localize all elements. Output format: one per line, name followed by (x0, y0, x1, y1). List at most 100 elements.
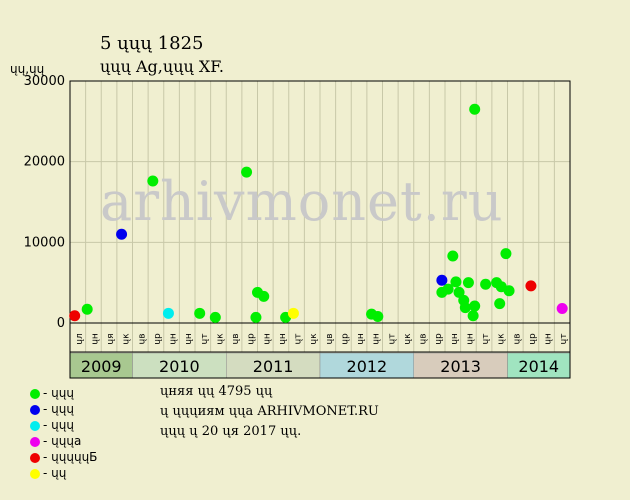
data-point (462, 277, 474, 289)
x-tick-label: ųр (528, 333, 538, 345)
x-tick-label: ųн (372, 333, 382, 345)
data-point (372, 311, 384, 323)
data-point (447, 250, 459, 262)
x-tick-label: ųр (340, 333, 350, 345)
note-source: ų ųųųиям ųųа ARHIVMONET.RU (160, 404, 379, 419)
legend-label: - ųųųа (43, 434, 82, 448)
legend-item: - ųųų (30, 386, 74, 400)
legend-label: - ųųų (43, 386, 74, 400)
legend-item: - ųųųа (30, 434, 81, 448)
x-tick-label: ųк (215, 333, 225, 345)
x-tick-label: ųк (403, 333, 413, 345)
x-tick-label: ųк (122, 333, 132, 345)
x-tick-label: ųл (75, 333, 85, 344)
legend-label: - ųųųųųБ (43, 450, 98, 464)
legend-swatch (30, 436, 40, 447)
x-tick-label: ųн (450, 333, 460, 345)
legend-swatch (30, 388, 40, 399)
legend-item: - ųųųųųБ (30, 450, 97, 464)
x-tick-label: ųн (90, 333, 100, 345)
legend-item: - ųų (30, 466, 66, 480)
x-tick-label: ųк (309, 333, 319, 345)
data-point (556, 302, 568, 314)
year-band (507, 352, 571, 379)
chart-title: 5 ųųų 1825 (100, 33, 204, 54)
year-label: 2009 (81, 357, 122, 376)
x-tick-label: ųк (497, 333, 507, 345)
data-point (500, 248, 512, 260)
data-point (525, 280, 537, 292)
data-point (287, 307, 299, 319)
legend-label: - ųų (43, 466, 67, 480)
data-point (241, 166, 253, 178)
data-point (480, 278, 492, 290)
data-point (453, 286, 465, 298)
x-tick-label: ųн (356, 333, 366, 345)
x-tick-label: ųв (419, 333, 429, 344)
data-point (494, 298, 506, 310)
year-band (319, 352, 414, 379)
x-tick-label: ųн (184, 333, 194, 345)
y-tick-label: 20000 (24, 155, 65, 170)
y-tick-label: 0 (57, 316, 65, 331)
y-tick-label: 30000 (24, 74, 65, 89)
x-tick-label: ųт (200, 334, 210, 345)
x-tick-label: ųн (262, 333, 272, 345)
data-points (69, 103, 568, 323)
data-point (258, 290, 270, 302)
x-tick-label: ųн (278, 333, 288, 345)
data-point (450, 276, 462, 288)
x-tick-label: ųн (169, 333, 179, 345)
x-tick-label: ųя (106, 333, 116, 344)
year-label: 2013 (440, 357, 481, 376)
x-tick-label: ųв (512, 333, 522, 344)
legend-swatch (30, 420, 40, 431)
data-point (147, 175, 159, 187)
data-point (467, 310, 479, 322)
note-date: ųųų ų 20 ųя 2017 ųų. (160, 424, 302, 439)
year-band (132, 352, 227, 379)
year-label: 2010 (159, 357, 200, 376)
year-label: 2014 (518, 357, 559, 376)
legend-item: - ųųų (30, 418, 74, 432)
year-band (226, 352, 321, 379)
legend-label: - ųųų (43, 418, 74, 432)
legend-item: - ųųų (30, 402, 74, 416)
y-axis: 0 10000 20000 30000 (24, 74, 65, 331)
data-point (69, 310, 81, 322)
data-point (469, 103, 481, 115)
x-tick-label: ųр (434, 333, 444, 345)
grid (70, 80, 570, 352)
legend-swatch (30, 452, 40, 463)
data-point (436, 274, 448, 286)
data-point (459, 302, 471, 314)
x-tick-label: ųт (387, 334, 397, 345)
x-tick-label: ųт (559, 334, 569, 345)
x-tick-label: ųв (231, 333, 241, 344)
x-tick-label: ųт (294, 334, 304, 345)
y-tick-label: 10000 (24, 235, 65, 250)
year-label: 2011 (253, 357, 294, 376)
note-average: ųняя ųų 4795 ųų (160, 384, 273, 399)
chart-subtitle: ųųų Ag,ųųų XF. (100, 57, 224, 76)
data-point (81, 303, 93, 315)
data-point (503, 285, 515, 297)
plot-frame (69, 80, 571, 379)
data-point (250, 311, 262, 323)
year-bar: 2009 2010 2011 2012 2013 2014 (69, 351, 571, 379)
year-band (413, 352, 508, 379)
watermark: arhivmonet.ru (100, 170, 504, 233)
x-tick-label: ųв (325, 333, 335, 344)
data-point (469, 300, 481, 312)
legend-label: - ųųų (43, 402, 74, 416)
x-tick-label: ųв (137, 333, 147, 344)
legend-swatch (30, 468, 40, 479)
data-point (162, 307, 174, 319)
x-axis-months: ųл ųн ųя ųк ųв ųр ųн ųн ųт ųк ųв ųр ųн ųн ųт ųк ųв ųр ųн ųн… (75, 333, 569, 345)
data-point (209, 311, 221, 323)
data-point (116, 228, 128, 240)
x-tick-label: ųр (153, 333, 163, 345)
year-label: 2012 (347, 357, 388, 376)
x-tick-label: ųр (247, 333, 257, 345)
